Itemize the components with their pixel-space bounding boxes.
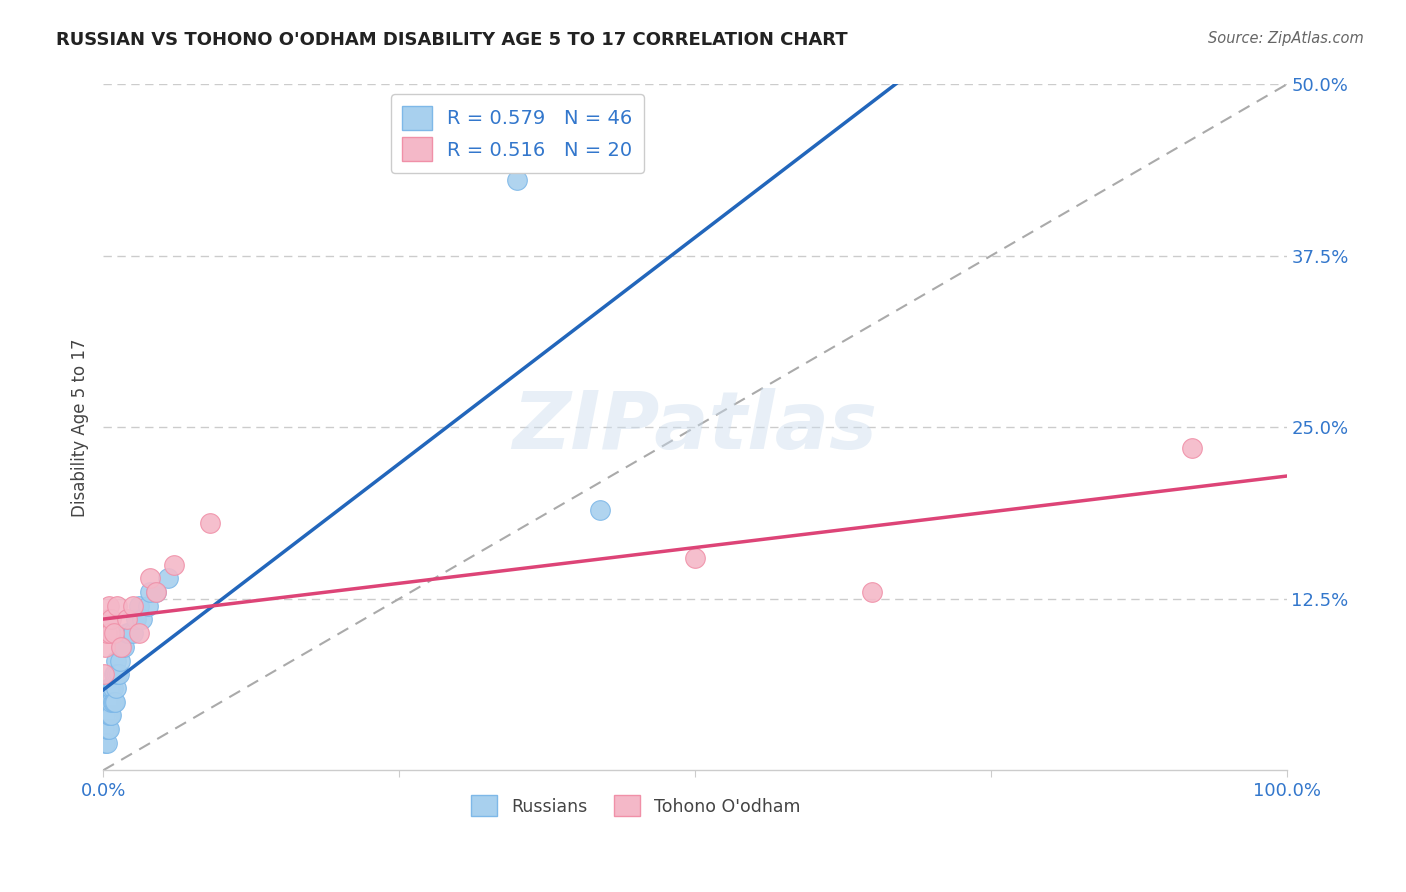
Text: ZIPatlas: ZIPatlas	[512, 388, 877, 467]
Point	[110, 640, 132, 654]
Point	[97, 695, 120, 709]
Point	[589, 502, 612, 516]
Point	[114, 640, 136, 654]
Point	[98, 722, 121, 736]
Point	[125, 612, 148, 626]
Point	[104, 695, 127, 709]
Point	[108, 654, 131, 668]
Point	[97, 612, 120, 626]
Legend: Russians, Tohono O'odham: Russians, Tohono O'odham	[464, 789, 807, 823]
Point	[157, 571, 180, 585]
Point	[145, 585, 167, 599]
Point	[506, 173, 529, 187]
Point	[121, 626, 143, 640]
Point	[107, 667, 129, 681]
Point	[115, 626, 138, 640]
Point	[128, 599, 150, 613]
Point	[93, 722, 115, 736]
Point	[98, 695, 121, 709]
Point	[100, 708, 122, 723]
Point	[98, 599, 121, 613]
Point	[100, 612, 122, 626]
Point	[96, 695, 118, 709]
Point	[93, 667, 115, 681]
Point	[105, 681, 128, 695]
Point	[101, 681, 124, 695]
Point	[96, 708, 118, 723]
Text: RUSSIAN VS TOHONO O'ODHAM DISABILITY AGE 5 TO 17 CORRELATION CHART: RUSSIAN VS TOHONO O'ODHAM DISABILITY AGE…	[56, 31, 848, 49]
Point	[98, 681, 121, 695]
Point	[128, 626, 150, 640]
Point	[98, 708, 121, 723]
Point	[105, 667, 128, 681]
Point	[145, 585, 167, 599]
Point	[96, 736, 118, 750]
Point	[111, 640, 134, 654]
Point	[105, 654, 128, 668]
Point	[163, 558, 186, 572]
Point	[1181, 441, 1204, 455]
Point	[94, 708, 117, 723]
Point	[683, 550, 706, 565]
Point	[103, 695, 125, 709]
Text: Source: ZipAtlas.com: Source: ZipAtlas.com	[1208, 31, 1364, 46]
Point	[131, 612, 153, 626]
Point	[139, 571, 162, 585]
Point	[104, 667, 127, 681]
Point	[110, 640, 132, 654]
Point	[100, 681, 122, 695]
Point	[98, 626, 121, 640]
Point	[97, 722, 120, 736]
Point	[94, 640, 117, 654]
Point	[98, 695, 121, 709]
Point	[198, 516, 221, 531]
Point	[98, 708, 121, 723]
Point	[103, 626, 125, 640]
Point	[100, 695, 122, 709]
Point	[860, 585, 883, 599]
Point	[115, 612, 138, 626]
Point	[136, 599, 159, 613]
Y-axis label: Disability Age 5 to 17: Disability Age 5 to 17	[72, 338, 89, 516]
Point	[118, 626, 141, 640]
Point	[97, 708, 120, 723]
Point	[103, 667, 125, 681]
Point	[139, 585, 162, 599]
Point	[105, 599, 128, 613]
Point	[94, 736, 117, 750]
Point	[98, 681, 121, 695]
Point	[121, 599, 143, 613]
Point	[96, 722, 118, 736]
Point	[101, 695, 124, 709]
Point	[96, 626, 118, 640]
